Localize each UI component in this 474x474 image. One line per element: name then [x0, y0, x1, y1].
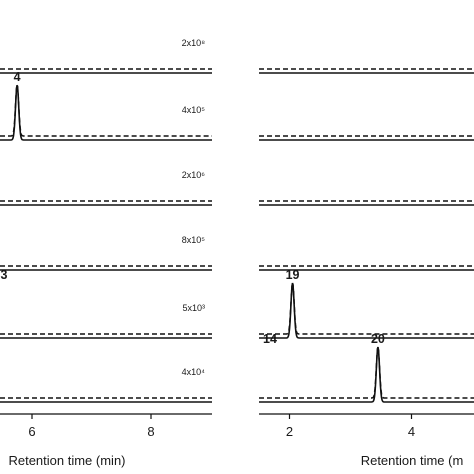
scale-factor-label: 2x10⁸ — [182, 38, 206, 48]
chromatogram-trace — [0, 84, 212, 141]
x-tick-label: 4 — [408, 424, 415, 439]
reference-trace — [259, 282, 474, 335]
x-tick-label: 2 — [286, 424, 293, 439]
peak-label: 3 — [1, 268, 8, 282]
x-axis-title: Retention time (m — [361, 453, 464, 468]
x-tick-label: 6 — [28, 424, 35, 439]
reference-trace — [0, 82, 212, 137]
x-axis-title: Retention time (min) — [8, 453, 125, 468]
scale-factor-label: 4x10⁵ — [182, 105, 206, 115]
peak-label: 4 — [14, 70, 21, 84]
x-tick-label: 8 — [147, 424, 154, 439]
peak-label: 19 — [286, 268, 300, 282]
scale-factor-label: 4x10⁴ — [182, 367, 206, 377]
peak-label: 14 — [263, 332, 277, 346]
chromatogram-trace — [259, 346, 474, 403]
scale-factor-label: 8x10⁵ — [182, 235, 206, 245]
peak-label: 20 — [371, 332, 385, 346]
scale-factor-label: 2x10⁶ — [182, 170, 206, 180]
reference-trace — [259, 346, 474, 399]
scale-factor-label: 5x10³ — [182, 303, 205, 313]
